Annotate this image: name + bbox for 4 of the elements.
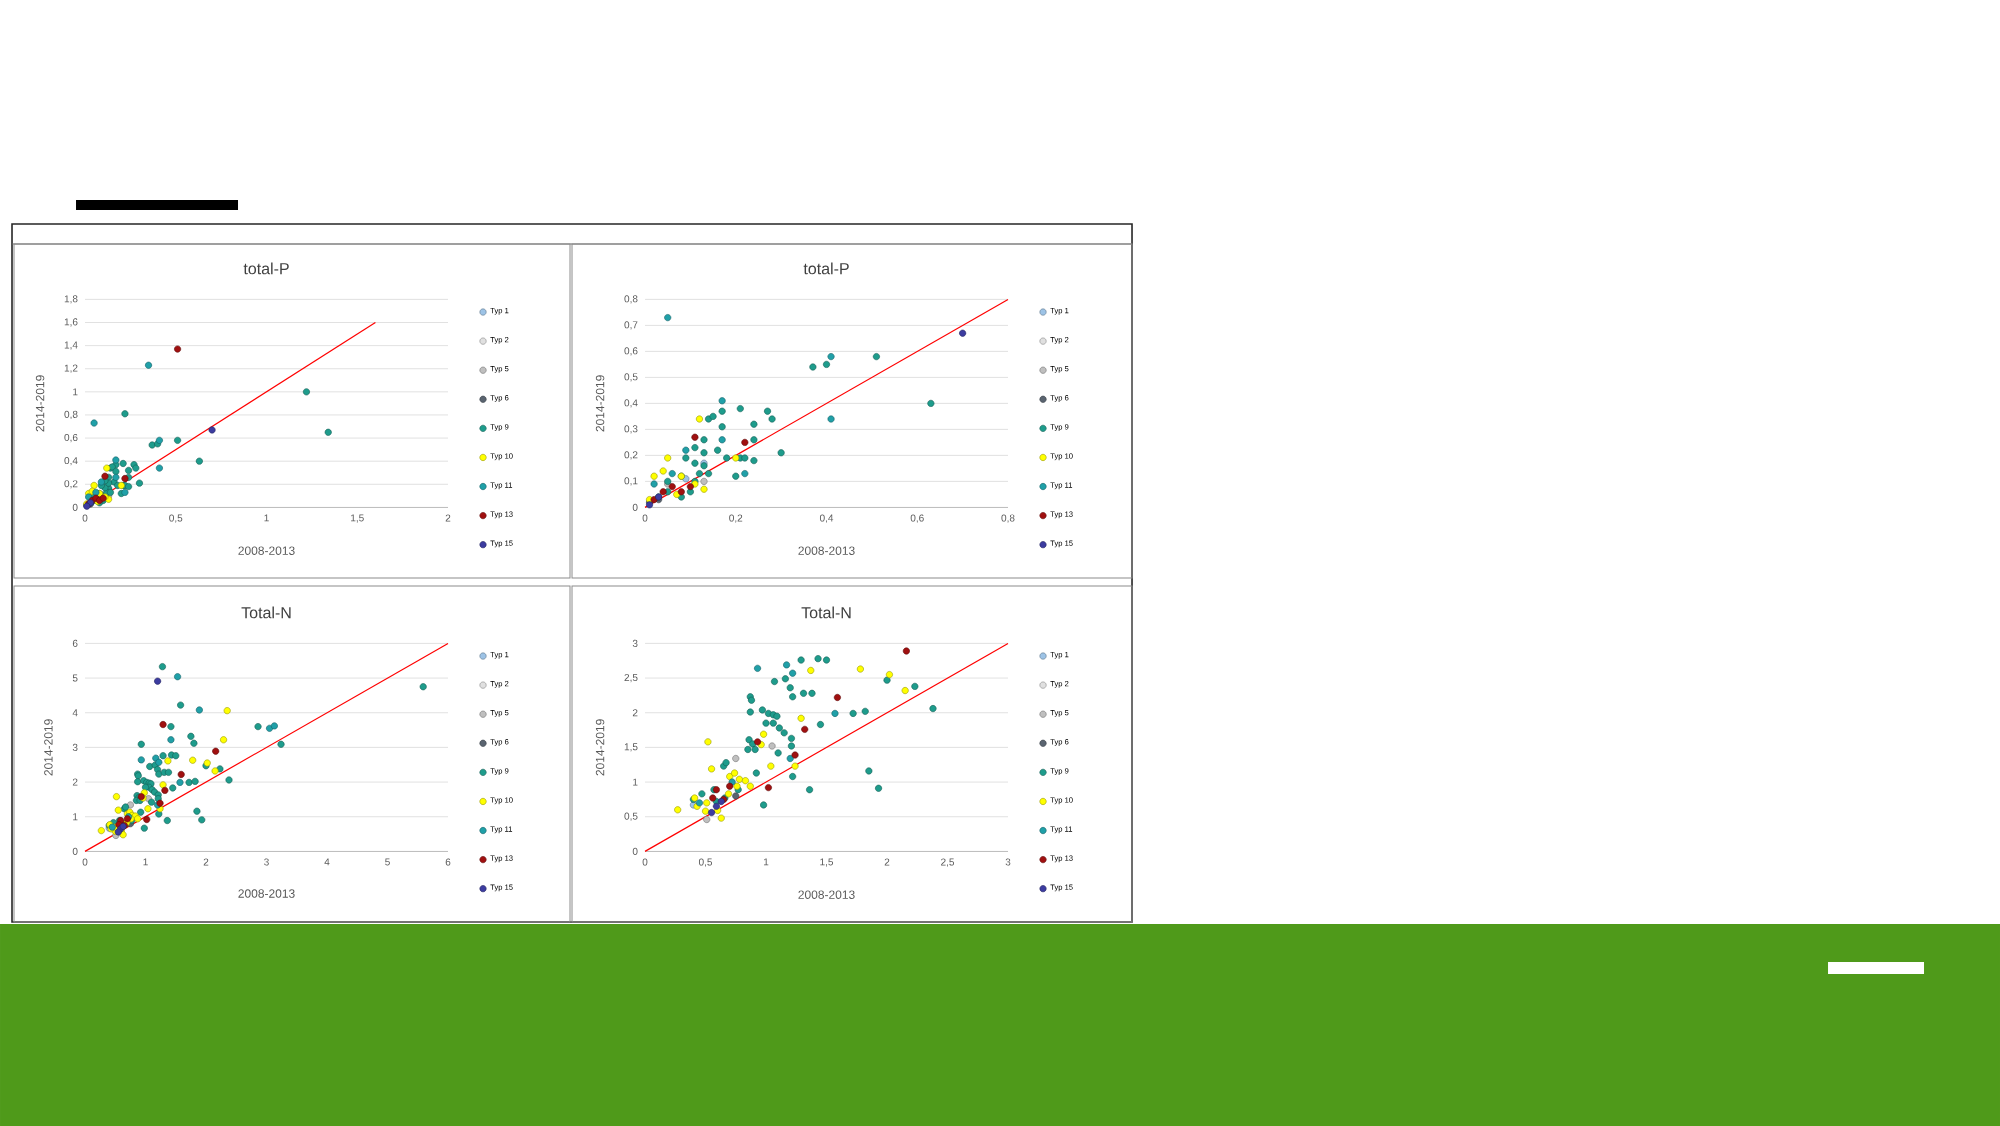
chart-title: total-P [803, 262, 849, 275]
chart-title: Total-N [801, 606, 851, 619]
chart-title: Total-N [241, 606, 291, 619]
chart-title: total-P [243, 262, 289, 275]
